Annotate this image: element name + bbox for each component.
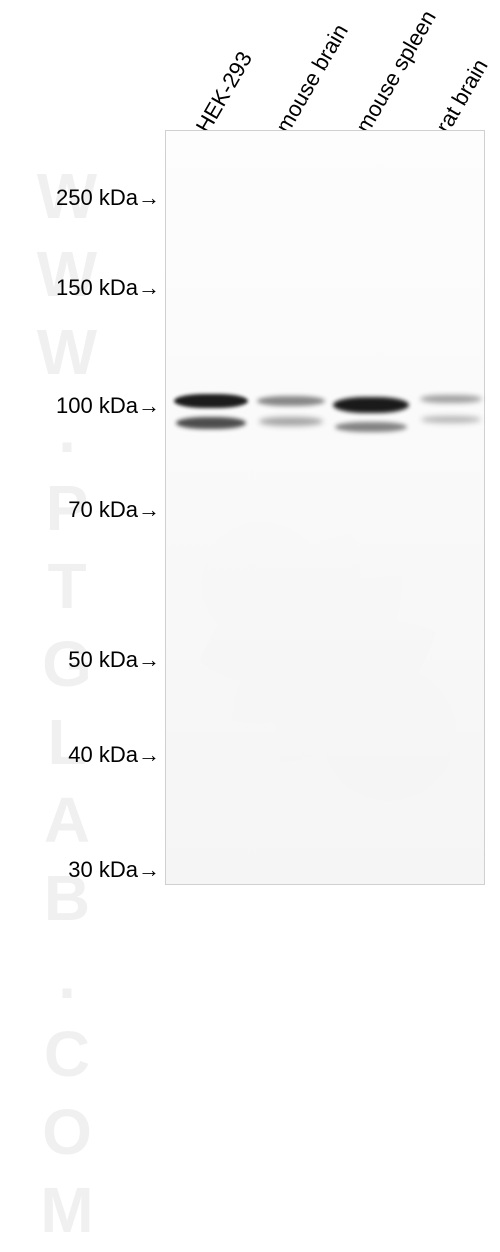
lane-label: mouse spleen	[351, 6, 442, 138]
lane-label: HEK-293	[191, 47, 258, 137]
western-blot-membrane	[165, 130, 485, 885]
membrane-noise-overlay	[166, 131, 484, 884]
molecular-weight-marker: 40 kDa→	[0, 742, 160, 768]
molecular-weight-marker: 100 kDa→	[0, 393, 160, 419]
watermark-text: WWW.PTGLAB.COM	[30, 160, 104, 1252]
molecular-weight-marker: 250 kDa→	[0, 185, 160, 211]
molecular-weight-marker: 30 kDa→	[0, 857, 160, 883]
figure-container: WWW.PTGLAB.COM HEK-293mouse brainmouse s…	[0, 0, 500, 903]
molecular-weight-marker: 70 kDa→	[0, 497, 160, 523]
molecular-weight-marker: 50 kDa→	[0, 647, 160, 673]
lane-label: rat brain	[431, 55, 494, 138]
lane-label: mouse brain	[271, 20, 354, 138]
molecular-weight-marker: 150 kDa→	[0, 275, 160, 301]
